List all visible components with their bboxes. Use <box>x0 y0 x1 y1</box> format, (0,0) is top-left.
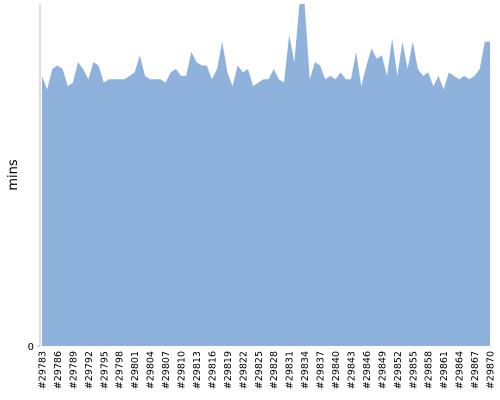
x-tick-label: #29828 <box>269 351 280 389</box>
area <box>42 4 490 346</box>
x-tick-label: #29864 <box>455 351 466 389</box>
x-tick-label: #29822 <box>238 351 249 389</box>
x-tick-label: #29825 <box>254 351 265 389</box>
x-tick-label: #29831 <box>285 351 296 389</box>
x-tick-label: #29834 <box>300 351 311 389</box>
x-tick-label: #29840 <box>331 351 342 389</box>
x-tick-label: #29792 <box>84 351 95 389</box>
x-tick-label: #29852 <box>393 351 404 389</box>
x-tick-label: #29807 <box>161 351 172 389</box>
x-tick-label: #29849 <box>377 351 388 389</box>
x-tick-label: #29867 <box>470 351 481 389</box>
x-tick-label: #29843 <box>346 351 357 389</box>
x-tick-label: #29786 <box>53 351 64 389</box>
x-tick-label: #29855 <box>408 351 419 389</box>
x-tick-label: #29870 <box>486 351 497 389</box>
y-axis-label: mins <box>6 159 21 191</box>
x-tick-label: #29801 <box>130 351 141 389</box>
x-tick-label: #29813 <box>192 351 203 389</box>
x-tick-label: #29810 <box>177 351 188 389</box>
x-tick-label: #29858 <box>424 351 435 389</box>
x-tick-label: #29816 <box>207 351 218 389</box>
x-tick-label: #29798 <box>115 351 126 389</box>
x-tick-label: #29789 <box>68 351 79 389</box>
x-tick-label: #29861 <box>439 351 450 389</box>
x-tick-label: #29783 <box>38 351 49 389</box>
y-tick-label: 0 <box>28 342 34 353</box>
x-tick-label: #29804 <box>146 351 157 389</box>
x-tick-label: #29837 <box>316 351 327 389</box>
x-tick-label: #29795 <box>99 351 110 389</box>
x-tick-label: #29846 <box>362 351 373 389</box>
x-tick-label: #29819 <box>223 351 234 389</box>
